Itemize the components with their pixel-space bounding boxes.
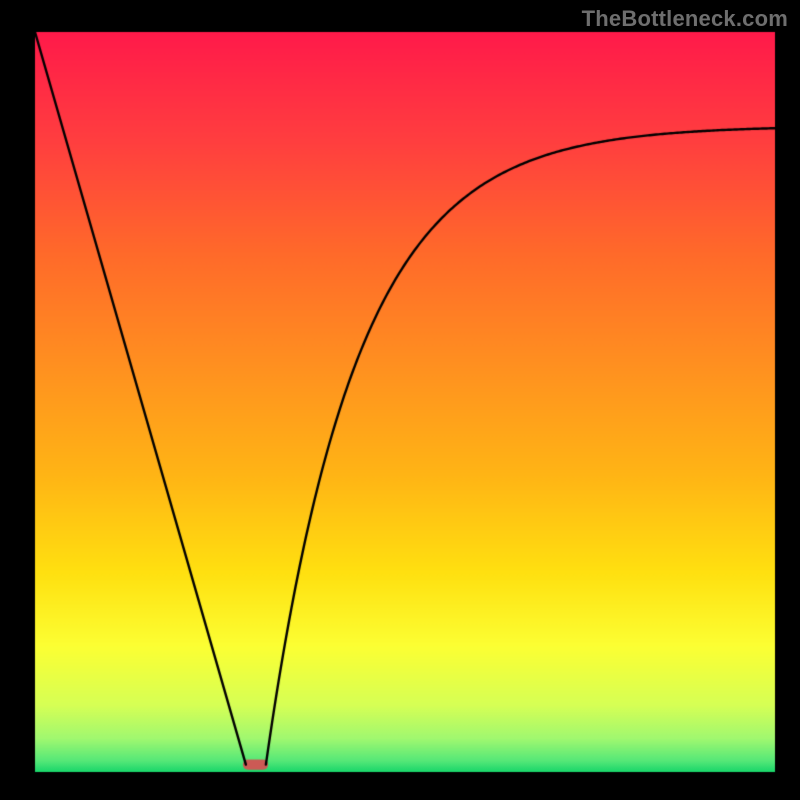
chart-container: TheBottleneck.com (0, 0, 800, 800)
watermark-text: TheBottleneck.com (582, 6, 788, 32)
bottleneck-chart-canvas (0, 0, 800, 800)
